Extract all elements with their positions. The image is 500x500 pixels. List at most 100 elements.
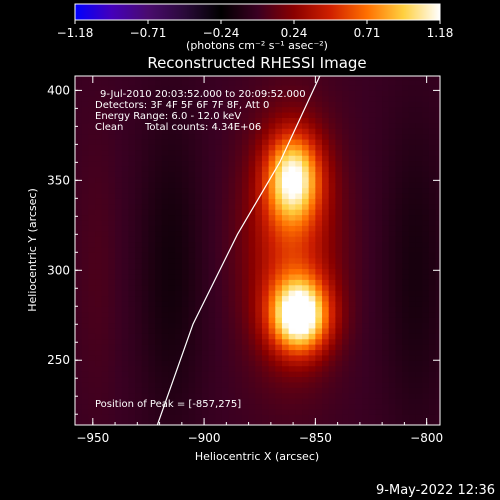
heatmap-cell <box>108 111 116 118</box>
heatmap-cell <box>221 317 230 324</box>
heatmap-cell <box>168 371 176 378</box>
heatmap-cell <box>422 365 430 372</box>
heatmap-cell <box>81 138 89 145</box>
heatmap-cell <box>81 300 89 307</box>
heatmap-cell <box>335 84 343 91</box>
heatmap-cell <box>388 311 397 318</box>
heatmap-cell <box>175 128 183 135</box>
heatmap-cell <box>188 279 196 286</box>
heatmap-cell <box>395 128 403 135</box>
heatmap-cell <box>248 273 256 280</box>
heatmap-cell <box>155 398 163 405</box>
heatmap-cell <box>241 333 250 340</box>
heatmap-cell <box>388 79 397 86</box>
heatmap-cell <box>81 273 89 280</box>
heatmap-cell <box>268 209 276 216</box>
heatmap-cell <box>368 387 377 394</box>
heatmap-cell <box>221 149 230 156</box>
heatmap-cell <box>115 79 123 86</box>
heatmap-cell <box>75 209 83 216</box>
heatmap-cell <box>201 392 210 399</box>
heatmap-cell <box>268 322 276 329</box>
heatmap-cell <box>375 171 383 178</box>
heatmap-cell <box>281 408 290 415</box>
heatmap-cell <box>161 241 170 248</box>
heatmap-cell <box>388 101 397 108</box>
heatmap-cell <box>115 128 123 135</box>
heatmap-cell <box>215 209 223 216</box>
heatmap-cell <box>88 230 96 237</box>
heatmap-cell <box>402 165 410 172</box>
heatmap-cell <box>362 79 370 86</box>
heatmap-cell <box>342 327 350 334</box>
heatmap-cell <box>335 149 343 156</box>
heatmap-cell <box>95 176 103 183</box>
heatmap-cell <box>308 160 316 167</box>
heatmap-cell <box>355 90 363 97</box>
heatmap-cell <box>115 246 123 253</box>
heatmap-cell <box>181 160 190 167</box>
heatmap-cell <box>101 306 109 313</box>
heatmap-cell <box>208 322 216 329</box>
heatmap-cell <box>215 230 223 237</box>
heatmap-cell <box>215 376 223 383</box>
heatmap-cell <box>208 268 216 275</box>
heatmap-cell <box>95 290 103 297</box>
heatmap-cell <box>275 268 283 275</box>
heatmap-cell <box>355 403 363 410</box>
heatmap-cell <box>141 344 150 351</box>
heatmap-cell <box>215 284 223 291</box>
heatmap-cell <box>415 252 423 259</box>
heatmap-cell <box>108 295 116 302</box>
heatmap-cell <box>322 344 330 351</box>
heatmap-cell <box>302 133 310 140</box>
heatmap-cell <box>368 138 377 145</box>
heatmap-cell <box>235 306 243 313</box>
heatmap-cell <box>201 371 210 378</box>
heatmap-cell <box>322 403 330 410</box>
heatmap-cell <box>328 387 336 394</box>
heatmap-cell <box>75 236 83 243</box>
heatmap-cell <box>228 344 236 351</box>
heatmap-cell <box>388 187 397 194</box>
heatmap-cell <box>108 187 116 194</box>
heatmap-cell <box>221 187 230 194</box>
heatmap-cell <box>75 192 83 199</box>
heatmap-cell <box>108 263 116 270</box>
heatmap-cell <box>208 101 216 108</box>
heatmap-cell <box>228 414 236 421</box>
heatmap-cell <box>388 354 397 361</box>
heatmap-cell <box>268 128 276 135</box>
heatmap-cell <box>115 365 123 372</box>
heatmap-cell <box>435 101 440 108</box>
heatmap-cell <box>95 257 103 264</box>
heatmap-cell <box>121 284 130 291</box>
heatmap-cell <box>388 111 397 118</box>
colorbar-tick-label: 0.71 <box>354 26 381 40</box>
heatmap-cell <box>181 144 190 151</box>
heatmap-cell <box>255 160 263 167</box>
heatmap-cell <box>208 284 216 291</box>
heatmap-cell <box>335 414 343 421</box>
heatmap-cell <box>95 155 103 162</box>
heatmap-cell <box>201 311 210 318</box>
heatmap-cell <box>135 419 143 425</box>
heatmap-cell <box>241 122 250 129</box>
heatmap-cell <box>261 106 270 113</box>
heatmap-cell <box>155 403 163 410</box>
heatmap-cell <box>395 338 403 345</box>
heatmap-cell <box>408 241 417 248</box>
heatmap-cell <box>228 392 236 399</box>
heatmap-cell <box>95 236 103 243</box>
heatmap-cell <box>141 322 150 329</box>
heatmap-cell <box>175 90 183 97</box>
heatmap-cell <box>388 327 397 334</box>
heatmap-cell <box>395 214 403 221</box>
heatmap-cell <box>322 290 330 297</box>
heatmap-cell <box>408 149 417 156</box>
heatmap-cell <box>288 360 296 367</box>
heatmap-cell <box>375 365 383 372</box>
heatmap-cell <box>155 225 163 232</box>
heatmap-cell <box>395 408 403 415</box>
heatmap-cell <box>161 230 170 237</box>
